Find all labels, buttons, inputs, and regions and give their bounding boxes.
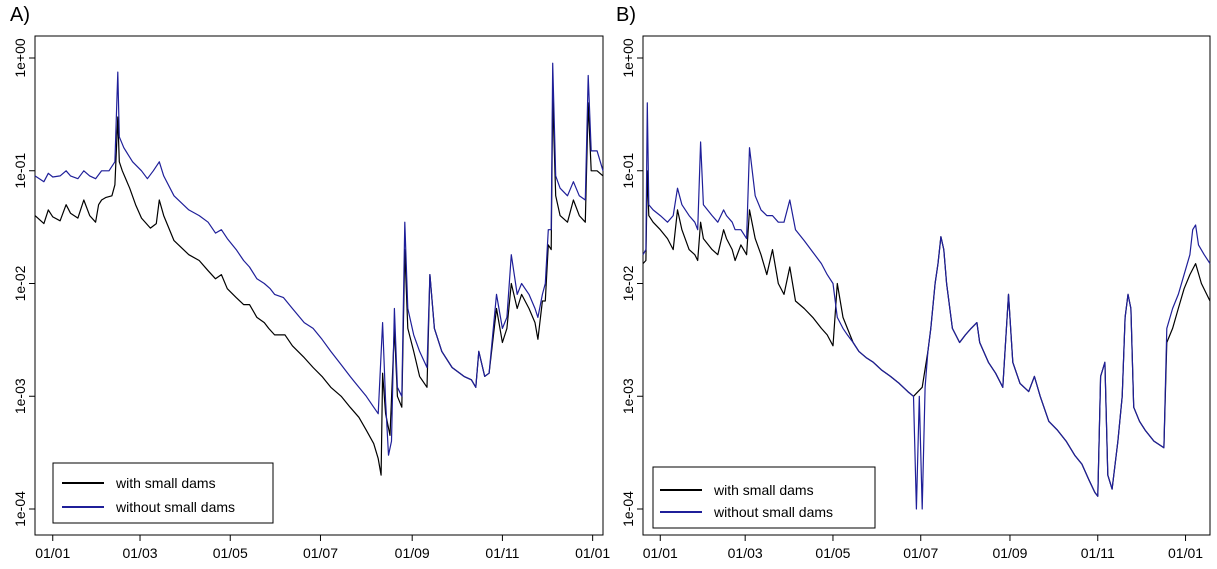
y-tick-label-a-4: 1e+00 [12,38,28,78]
y-tick-label-b-3: 1e-01 [620,153,636,189]
y-tick-label-a-0: 1e-04 [12,491,28,527]
legend-label-with-dams-b: with small dams [713,482,814,498]
legend-label-without-dams-b: without small dams [713,504,833,520]
x-tick-label-b-0: 01/01 [643,545,678,561]
panel-label-b: B) [616,4,636,26]
legend-b: with small dams without small dams [652,466,876,529]
x-tick-label-a-3: 01/07 [303,545,338,561]
plot-frame-a [34,35,604,536]
y-tick-label-a-2: 1e-02 [12,265,28,301]
series-group-b [642,102,1211,510]
y-tick-label-a-1: 1e-03 [12,378,28,414]
x-tick-label-b-2: 01/05 [815,545,850,561]
y-tick-label-a-3: 1e-01 [12,153,28,189]
x-tick-label-a-0: 01/01 [35,545,70,561]
legend-box-b [652,466,876,529]
legend-box-a [52,462,274,524]
x-tick-label-a-2: 01/05 [213,545,248,561]
x-tick-label-b-1: 01/03 [728,545,763,561]
x-tick-label-b-3: 01/07 [903,545,938,561]
x-tick-label-a-4: 01/09 [395,545,430,561]
series-line-a-without-small-dams [34,62,604,456]
legend-label-without-dams-a: without small dams [115,499,235,515]
series-line-a-with-small-dams [34,96,604,476]
x-tick-label-a-6: 01/01 [575,545,610,561]
y-axis-b: 1e-04 1e-03 1e-02 1e-01 1e+00 [620,38,643,527]
x-tick-label-b-4: 01/09 [992,545,1027,561]
y-axis-a: 1e-04 1e-03 1e-02 1e-01 1e+00 [12,38,35,527]
y-tick-label-b-1: 1e-03 [620,378,636,414]
y-tick-label-b-2: 1e-02 [620,265,636,301]
legend-a: with small dams without small dams [52,462,274,524]
x-axis-a: 01/01 01/03 01/05 01/07 01/09 01/11 01/01 [35,535,610,561]
x-tick-label-b-6: 01/01 [1168,545,1203,561]
x-tick-label-b-5: 01/11 [1081,545,1115,561]
x-tick-label-a-5: 01/11 [485,545,519,561]
y-tick-label-b-4: 1e+00 [620,38,636,78]
series-line-b-without-small-dams [642,102,1211,510]
legend-label-with-dams-a: with small dams [115,475,216,491]
x-tick-label-a-1: 01/03 [122,545,157,561]
x-axis-b: 01/01 01/03 01/05 01/07 01/09 01/11 01/01 [643,535,1203,561]
panel-label-a: A) [10,4,30,26]
series-group-a [34,62,604,476]
plot-frame-b [642,35,1211,536]
y-tick-label-b-0: 1e-04 [620,491,636,527]
